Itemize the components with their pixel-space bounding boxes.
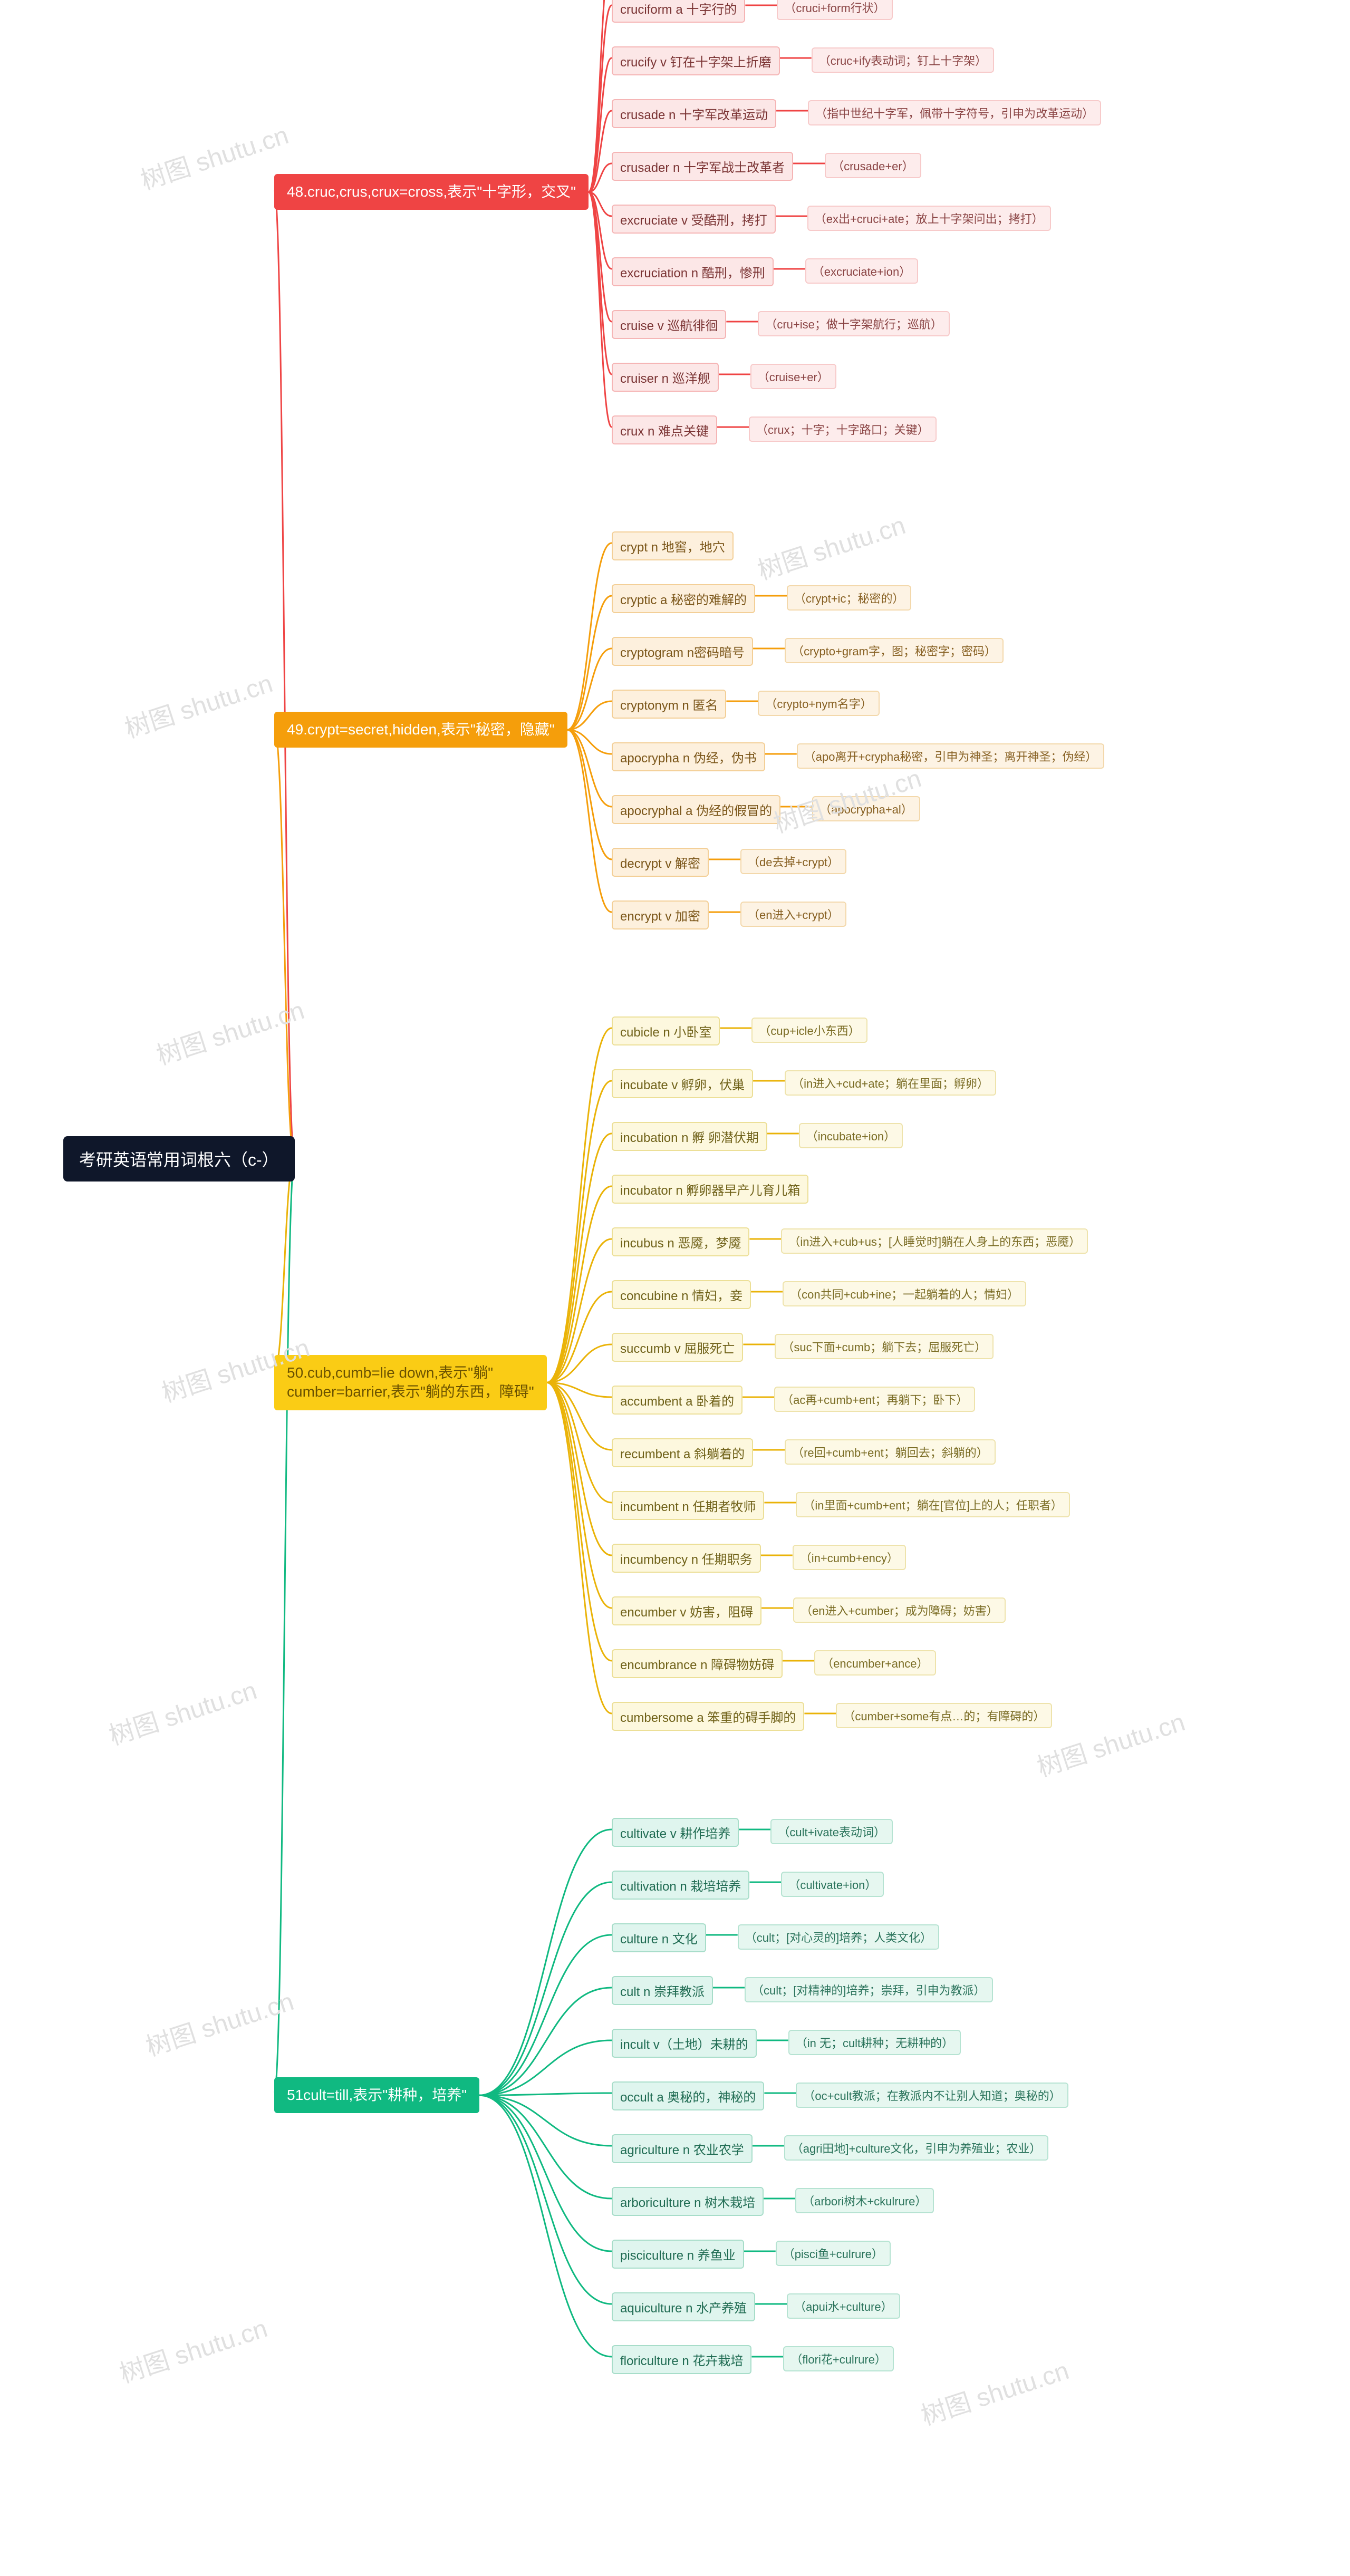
- watermark: 树图 shutu.cn: [135, 114, 292, 197]
- branch-0: 48.cruc,crus,crux=cross,表示"十字形，交叉": [274, 174, 589, 210]
- word-1-5: apocryphal a 伪经的假冒的: [612, 795, 780, 824]
- word-2-3: incubator n 孵卵器早产儿育儿箱: [612, 1175, 808, 1204]
- root-node: 考研英语常用词根六（c-）: [63, 1136, 295, 1182]
- word-2-11: encumber v 妨害，阻碍: [612, 1596, 761, 1625]
- note-1-6: （de去掉+crypt）: [740, 849, 846, 874]
- note-3-10: （flori花+culrure）: [783, 2346, 894, 2371]
- note-3-2: （cult；[对心灵的]培养；人类文化）: [738, 1924, 939, 1950]
- note-2-8: （re回+cumb+ent；躺回去；斜躺的）: [785, 1439, 996, 1465]
- word-3-1: cultivation n 栽培培养: [612, 1871, 749, 1900]
- watermark: 树图 shutu.cn: [140, 1981, 297, 2063]
- word-0-1: cruciform a 十字行的: [612, 0, 745, 23]
- note-2-10: （in+cumb+ency）: [793, 1545, 906, 1570]
- note-0-8: （cruise+er）: [750, 364, 836, 389]
- note-0-1: （cruci+form行状）: [777, 0, 892, 20]
- watermark: 树图 shutu.cn: [114, 2308, 271, 2390]
- note-2-2: （incubate+ion）: [799, 1123, 903, 1148]
- word-1-7: encrypt v 加密: [612, 900, 709, 929]
- note-0-2: （cruc+ify表动词；钉上十字架）: [812, 47, 994, 73]
- word-0-3: crusade n 十字军改革运动: [612, 99, 776, 128]
- note-2-12: （encumber+ance）: [814, 1650, 936, 1676]
- word-3-2: culture n 文化: [612, 1923, 706, 1952]
- word-3-4: incult v（土地）未耕的: [612, 2029, 757, 2058]
- note-0-9: （crux；十字；十字路口；关键）: [749, 417, 937, 442]
- note-2-11: （en进入+cumber；成为障碍；妨害）: [793, 1597, 1006, 1623]
- watermark: 树图 shutu.cn: [915, 2350, 1073, 2432]
- word-2-6: succumb v 屈服死亡: [612, 1333, 743, 1362]
- note-1-2: （crypto+gram字，图；秘密字；密码）: [785, 638, 1004, 663]
- word-2-7: accumbent a 卧着的: [612, 1386, 742, 1415]
- branch-2: 50.cub,cumb=lie down,表示"躺" cumber=barrie…: [274, 1355, 547, 1410]
- note-0-5: （ex出+cruci+ate；放上十字架问出；拷打）: [807, 206, 1051, 231]
- word-2-1: incubate v 孵卵，伏巢: [612, 1069, 753, 1098]
- word-2-2: incubation n 孵 卵潜伏期: [612, 1122, 767, 1151]
- note-2-0: （cup+icle小东西）: [751, 1018, 867, 1043]
- note-1-5: （apocrypha+al）: [812, 796, 920, 821]
- note-2-6: （suc下面+cumb；躺下去；屈服死亡）: [775, 1334, 994, 1359]
- word-2-13: cumbersome a 笨重的碍手脚的: [612, 1702, 804, 1731]
- watermark: 树图 shutu.cn: [151, 990, 308, 1072]
- note-3-4: （in 无；cult耕种；无耕种的）: [788, 2030, 961, 2055]
- word-0-7: cruise v 巡航徘徊: [612, 310, 726, 339]
- note-0-4: （crusade+er）: [825, 153, 921, 178]
- note-3-8: （pisci鱼+culrure）: [776, 2241, 891, 2266]
- note-3-3: （cult；[对精神的]培养；崇拜，引申为教派）: [745, 1977, 992, 2002]
- word-1-3: cryptonym n 匿名: [612, 690, 726, 719]
- word-2-4: incubus n 恶魇，梦魇: [612, 1227, 749, 1256]
- note-2-5: （con共同+cub+ine；一起躺着的人；情妇）: [783, 1281, 1026, 1306]
- note-1-3: （crypto+nym名字）: [758, 691, 879, 716]
- note-0-6: （excruciate+ion）: [805, 258, 918, 284]
- branch-1: 49.crypt=secret,hidden,表示"秘密，隐藏": [274, 712, 567, 748]
- word-3-9: aquiculture n 水产养殖: [612, 2292, 755, 2321]
- watermark: 树图 shutu.cn: [752, 505, 909, 587]
- watermark: 树图 shutu.cn: [103, 1670, 261, 1752]
- word-3-6: agriculture n 农业农学: [612, 2134, 753, 2163]
- word-2-0: cubicle n 小卧室: [612, 1016, 720, 1045]
- note-0-7: （cru+ise；做十字架航行；巡航）: [758, 311, 950, 336]
- word-2-12: encumbrance n 障碍物妨碍: [612, 1649, 783, 1678]
- word-3-0: cultivate v 耕作培养: [612, 1818, 739, 1847]
- word-3-7: arboriculture n 树木栽培: [612, 2187, 764, 2216]
- note-2-13: （cumber+some有点…的；有障碍的）: [836, 1703, 1052, 1728]
- word-0-2: crucify v 钉在十字架上折磨: [612, 46, 780, 75]
- word-3-10: floriculture n 花卉栽培: [612, 2345, 751, 2374]
- note-3-0: （cult+ivate表动词）: [770, 1819, 893, 1844]
- word-3-5: occult a 奥秘的，神秘的: [612, 2081, 764, 2110]
- word-0-4: crusader n 十字军战士改革者: [612, 152, 793, 181]
- word-0-9: crux n 难点关键: [612, 415, 717, 444]
- word-3-3: cult n 崇拜教派: [612, 1976, 713, 2005]
- word-2-5: concubine n 情妇，妾: [612, 1280, 751, 1309]
- note-3-5: （oc+cult教派；在教派内不让别人知道；奥秘的）: [796, 2083, 1068, 2108]
- word-1-1: cryptic a 秘密的难解的: [612, 584, 755, 613]
- note-2-1: （in进入+cud+ate；躺在里面；孵卵）: [785, 1070, 996, 1096]
- word-0-6: excruciation n 酷刑，惨刑: [612, 257, 774, 286]
- watermark: 树图 shutu.cn: [1031, 1701, 1189, 1784]
- note-2-4: （in进入+cub+us；[人睡觉时]躺在人身上的东西；恶魇）: [781, 1228, 1088, 1254]
- word-0-8: cruiser n 巡洋舰: [612, 363, 719, 392]
- note-3-6: （agri田地]+culture文化，引申为养殖业；农业）: [784, 2135, 1049, 2161]
- note-1-4: （apo离开+crypha秘密，引申为神圣；离开神圣；伪经）: [797, 743, 1105, 769]
- watermark: 树图 shutu.cn: [119, 663, 276, 745]
- word-0-5: excruciate v 受酷刑，拷打: [612, 205, 776, 234]
- word-2-10: incumbency n 任期职务: [612, 1544, 761, 1573]
- note-1-7: （en进入+crypt）: [740, 902, 846, 927]
- note-2-9: （in里面+cumb+ent；躺在[官位]上的人；任职者）: [796, 1492, 1069, 1517]
- note-1-1: （crypt+ic；秘密的）: [787, 585, 911, 611]
- word-1-0: crypt n 地窖，地穴: [612, 531, 734, 560]
- note-0-3: （指中世纪十字军，佩带十字符号，引申为改革运动）: [808, 100, 1101, 125]
- word-2-9: incumbent n 任期者牧师: [612, 1491, 764, 1520]
- word-3-8: pisciculture n 养鱼业: [612, 2240, 744, 2269]
- note-3-9: （apui水+culture）: [787, 2293, 900, 2319]
- word-1-2: cryptogram n密码暗号: [612, 637, 753, 666]
- note-3-7: （arbori树木+ckulrure）: [795, 2188, 934, 2213]
- note-2-7: （ac再+cumb+ent；再躺下；卧下）: [774, 1387, 975, 1412]
- word-1-6: decrypt v 解密: [612, 848, 709, 877]
- word-1-4: apocrypha n 伪经，伪书: [612, 742, 765, 771]
- word-2-8: recumbent a 斜躺着的: [612, 1438, 753, 1467]
- branch-3: 51cult=till,表示"耕种，培养": [274, 2077, 479, 2113]
- note-3-1: （cultivate+ion）: [781, 1872, 884, 1897]
